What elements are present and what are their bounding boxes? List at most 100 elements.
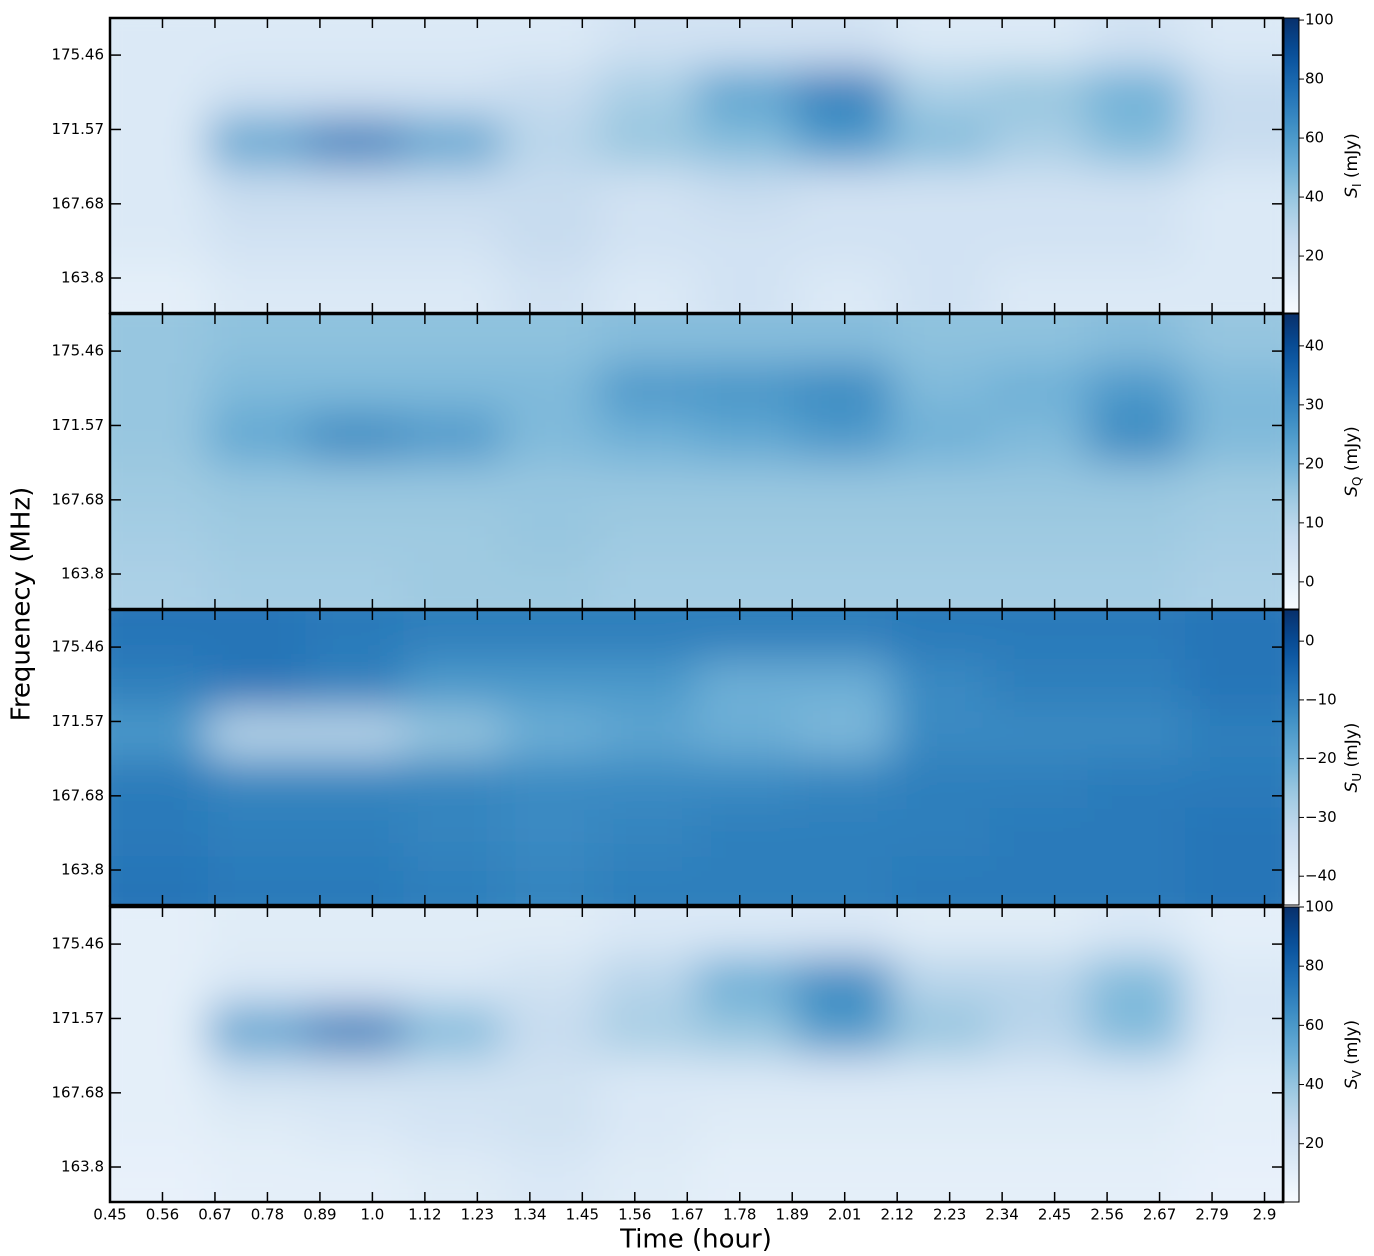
heatmap-cell	[794, 610, 893, 660]
heatmap-cell	[1087, 659, 1186, 709]
heatmap-cell	[794, 214, 893, 265]
heatmap-cell	[892, 659, 991, 709]
colorbar-tick-label: 80	[1305, 70, 1324, 88]
heatmap-cell	[1087, 1103, 1186, 1154]
y-tick-label: 163.8	[61, 861, 104, 879]
y-tick-label: 175.46	[52, 342, 105, 360]
y-tick-label: 167.68	[52, 194, 105, 212]
heatmap-cell	[696, 214, 795, 265]
heatmap-cell	[1087, 116, 1186, 166]
heatmap-cell	[989, 116, 1088, 166]
heatmap-cell	[892, 67, 991, 117]
heatmap-cell	[794, 757, 893, 808]
heatmap-cell	[598, 855, 697, 905]
heatmap-cell	[1185, 263, 1283, 313]
heatmap-cell	[110, 67, 209, 117]
label-part: (mJy)	[1342, 723, 1362, 773]
colorbar-tick-label: 20	[1305, 454, 1324, 472]
x-tick-label: 1.67	[671, 1206, 704, 1224]
heatmap-cell	[989, 1103, 1088, 1154]
heatmap-cell	[696, 610, 795, 660]
colorbar	[1283, 17, 1300, 314]
heatmap-cell	[1087, 559, 1186, 609]
heatmap-cells	[110, 18, 1283, 313]
x-axis-title: Time (hour)	[619, 1225, 772, 1253]
heatmap-cell	[207, 263, 306, 313]
colorbar-label: SI (mJy)	[1342, 133, 1364, 198]
heatmap-cell	[207, 165, 306, 216]
heatmap-cell	[892, 1054, 991, 1105]
heatmap-cell	[305, 757, 404, 808]
y-tick-label: 171.57	[52, 1009, 105, 1027]
colorbar-tick-label: 20	[1305, 1134, 1324, 1152]
x-tick-label: 2.45	[1038, 1206, 1071, 1224]
y-tick-label: 175.46	[52, 46, 105, 64]
heatmap-cell	[403, 806, 502, 857]
colorbar-label: SQ (mJy)	[1342, 426, 1364, 497]
y-tick-label: 175.46	[52, 638, 105, 656]
heatmap-cell	[305, 1103, 404, 1154]
x-tick-label: 1.45	[566, 1206, 599, 1224]
heatmap-cell	[794, 1054, 893, 1105]
heatmap-cell	[110, 116, 209, 166]
heatmap-cell	[989, 610, 1088, 660]
heatmap-cell	[1087, 363, 1186, 413]
heatmap-cell	[794, 412, 893, 462]
heatmap-cell	[892, 907, 991, 957]
heatmap-cell	[207, 907, 306, 957]
heatmap-cell	[305, 314, 404, 364]
heatmap-cell	[598, 559, 697, 609]
heatmap-cell	[305, 708, 404, 758]
colorbar-label: SV (mJy)	[1342, 1020, 1364, 1089]
heatmap-cell	[207, 956, 306, 1006]
heatmap-cell	[1185, 1152, 1283, 1202]
heatmap-cell	[305, 806, 404, 857]
heatmap-cell	[598, 314, 697, 364]
y-tick-label: 171.57	[52, 416, 105, 434]
x-tick-label: 1.0	[360, 1206, 384, 1224]
heatmap	[110, 314, 1283, 609]
label-part: S	[1342, 187, 1362, 198]
heatmap-cell	[989, 956, 1088, 1006]
heatmap-cell	[892, 263, 991, 313]
heatmap-cell	[1087, 510, 1186, 561]
heatmap-cell	[207, 757, 306, 808]
heatmap-cell	[989, 412, 1088, 462]
heatmap-cell	[696, 757, 795, 808]
heatmap-cell	[110, 1054, 209, 1105]
heatmap-cell	[598, 165, 697, 216]
colorbar-tick-label: 60	[1305, 1016, 1324, 1034]
heatmap-cell	[794, 1152, 893, 1202]
colorbar-tick-label: 80	[1305, 957, 1324, 975]
heatmap-cell	[892, 1103, 991, 1154]
x-tick-label: 2.34	[985, 1206, 1018, 1224]
heatmap-cell	[207, 67, 306, 117]
heatmap-cell	[794, 461, 893, 512]
heatmap-cell	[305, 956, 404, 1006]
heatmap-cell	[207, 708, 306, 758]
heatmap-cell	[794, 1103, 893, 1154]
heatmap-cell	[501, 1152, 600, 1202]
heatmap-cell	[501, 1005, 600, 1055]
heatmap-cell	[1087, 461, 1186, 512]
heatmap-cell	[989, 461, 1088, 512]
heatmap-cell	[305, 907, 404, 957]
x-tick-label: 0.67	[198, 1206, 231, 1224]
heatmap-cell	[403, 559, 502, 609]
heatmap-cell	[696, 659, 795, 709]
colorbar-tick-label: 30	[1305, 395, 1324, 413]
label-subscript: V	[1350, 1069, 1364, 1078]
heatmap-cell	[1087, 708, 1186, 758]
heatmap-cell	[794, 314, 893, 364]
heatmap-cell	[598, 1054, 697, 1105]
heatmap-cell	[207, 806, 306, 857]
heatmap-cell	[403, 855, 502, 905]
heatmap-cell	[403, 610, 502, 660]
heatmap-cell	[1185, 214, 1283, 265]
heatmap-cell	[501, 1103, 600, 1154]
x-tick-label: 1.56	[618, 1206, 651, 1224]
heatmap-cell	[989, 659, 1088, 709]
heatmap-cell	[892, 1152, 991, 1202]
heatmap-cell	[501, 18, 600, 68]
heatmap-cell	[1185, 708, 1283, 758]
